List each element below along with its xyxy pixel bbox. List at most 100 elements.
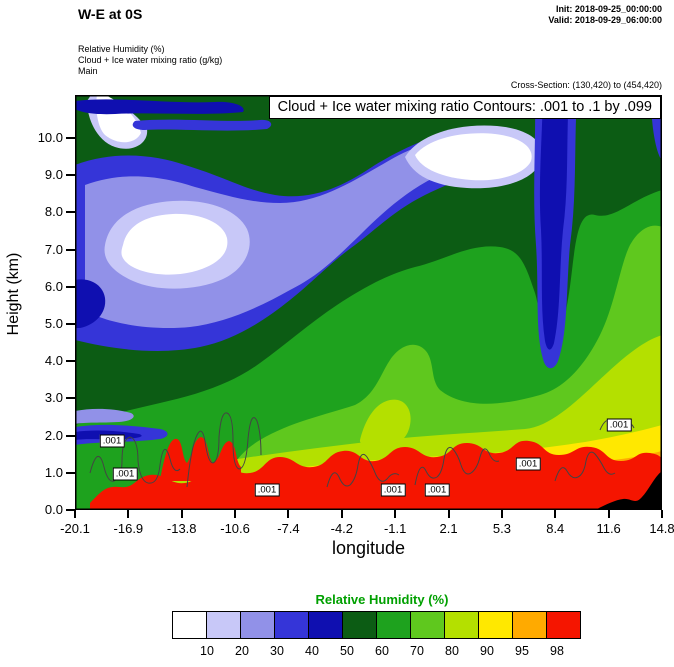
x-tick-label: 5.3 (492, 521, 511, 536)
colorbar-cell (342, 611, 377, 639)
contour-label: .001 (254, 483, 280, 497)
contour-label: .001 (380, 483, 406, 497)
colorbar (172, 611, 592, 639)
y-tick-label: 2.0 (44, 427, 63, 443)
x-tick-mark (554, 510, 557, 518)
x-tick-mark (394, 510, 397, 518)
valid-time-label: Valid: 2018-09-29_06:00:00 (548, 15, 662, 25)
x-tick-label: 11.6 (596, 521, 621, 536)
x-tick-label: 8.4 (546, 521, 565, 536)
x-tick-label: -10.6 (220, 521, 250, 536)
colorbar-tick-label: 70 (410, 644, 424, 658)
y-tick-label: 8.0 (44, 204, 63, 220)
colorbar-cell (478, 611, 513, 639)
x-tick-label: 2.1 (439, 521, 458, 536)
y-tick-mark (66, 434, 75, 437)
rh-region-blue-top-streak (132, 119, 272, 131)
y-tick-mark (66, 248, 75, 251)
y-tick-label: 9.0 (44, 167, 63, 183)
colorbar-cell (444, 611, 479, 639)
colorbar-tick-label: 30 (270, 644, 284, 658)
colorbar-cell (240, 611, 275, 639)
x-tick-mark (661, 510, 663, 518)
y-tick-label: 10.0 (37, 130, 63, 145)
y-tick-label: 5.0 (44, 316, 63, 331)
x-tick-mark (607, 510, 610, 518)
y-tick-mark (66, 174, 75, 177)
y-tick-label: 3.0 (44, 390, 63, 406)
x-tick-mark (234, 510, 237, 518)
colorbar-tick-label: 90 (480, 644, 494, 658)
y-tick-mark (66, 360, 75, 363)
y-tick-mark (66, 211, 75, 214)
x-tick-label: -16.9 (113, 521, 144, 536)
x-tick-mark (500, 510, 503, 518)
x-tick-label: -7.4 (277, 521, 300, 536)
x-tick-mark (447, 510, 450, 518)
y-tick-mark (66, 323, 75, 325)
colorbar-tick-label: 60 (375, 644, 389, 658)
cross-section-plot: Cloud + Ice water mixing ratio Contours:… (75, 95, 662, 510)
contour-label: .001 (424, 483, 450, 497)
colorbar-tick-label: 20 (235, 644, 249, 658)
domain-label: Main (78, 66, 98, 76)
rh-region-yellow-green-lobe (359, 399, 411, 447)
rh-region-periwinkle-low-strip (75, 408, 134, 424)
y-tick-label: 6.0 (44, 278, 63, 294)
y-tick-label: 7.0 (44, 241, 63, 257)
contour-label: .001 (112, 467, 138, 481)
rh-contour-field (75, 95, 662, 510)
contour-label: .001 (515, 457, 541, 471)
x-tick-label: -20.1 (60, 521, 90, 536)
y-tick-label: 4.0 (44, 353, 63, 369)
rh-region-white-core (121, 213, 228, 275)
rh-region-darkblue-column (539, 95, 569, 350)
x-tick-mark (74, 510, 76, 518)
terrain-silhouette (595, 471, 662, 510)
colorbar-tick-label: 98 (550, 644, 564, 658)
field-label-rh: Relative Humidity (%) (78, 44, 165, 54)
field-label-cloudice: Cloud + Ice water mixing ratio (g/kg) (78, 55, 223, 65)
x-tick-mark (127, 510, 130, 518)
y-tick-mark (66, 397, 75, 400)
x-axis-title: longitude (331, 538, 406, 558)
colorbar-cell (206, 611, 241, 639)
x-tick-label: -4.2 (330, 521, 354, 536)
x-tick-mark (180, 510, 183, 518)
colorbar-tick-label: 40 (305, 644, 319, 658)
contour-info-banner: Cloud + Ice water mixing ratio Contours:… (268, 96, 661, 119)
y-tick-mark (66, 137, 75, 139)
colorbar-cell (410, 611, 445, 639)
rh-region-darkblue-left (75, 279, 106, 328)
rh-region-red-spikes (160, 437, 241, 481)
contour-label: .001 (606, 418, 632, 432)
x-tick-label: -1.1 (383, 521, 407, 536)
x-tick-label: 14.8 (649, 521, 674, 536)
y-tick-mark (66, 471, 75, 474)
colorbar-title: Relative Humidity (%) (315, 592, 449, 607)
y-axis-title: Height (km) (5, 252, 22, 336)
colorbar-cell (274, 611, 309, 639)
colorbar-tick-label: 50 (340, 644, 354, 658)
x-tick-mark (340, 510, 343, 518)
rh-region-darkblue-top-streak (75, 99, 244, 115)
y-tick-label: 0.0 (44, 502, 63, 517)
colorbar-tick-label: 95 (515, 644, 529, 658)
colorbar-cell (376, 611, 411, 639)
rh-region-white-top-right (415, 133, 532, 181)
colorbar-cell (546, 611, 581, 639)
init-time-label: Init: 2018-09-25_00:00:00 (555, 4, 662, 14)
colorbar-cell (512, 611, 547, 639)
colorbar-tick-label: 10 (200, 644, 214, 658)
page-title: W-E at 0S (78, 6, 143, 22)
colorbar-cell (308, 611, 343, 639)
plot-frame (75, 95, 662, 510)
colorbar-tick-label: 80 (445, 644, 459, 658)
y-tick-label: 1.0 (44, 464, 63, 480)
contour-label: .001 (99, 434, 125, 448)
cross-section-coords: Cross-Section: (130,420) to (454,420) (510, 80, 662, 90)
y-tick-mark (66, 509, 75, 511)
y-tick-mark (66, 285, 75, 288)
x-tick-mark (287, 510, 290, 518)
